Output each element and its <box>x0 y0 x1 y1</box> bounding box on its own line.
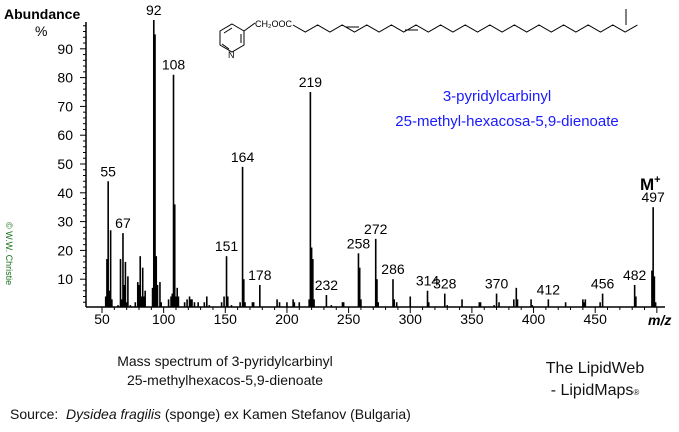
ester-group-label: CH₂OOC <box>255 19 292 29</box>
compound-name-line1: 3-pyridylcarbinyl <box>443 88 551 105</box>
source-line: Source: Dysidea fragilis (sponge) ex Kam… <box>10 405 411 424</box>
peak-label-164: 164 <box>231 149 255 165</box>
axes: 10 20 30 40 50 60 70 80 90 50 100 150 200 250 300 350 40… <box>57 22 665 327</box>
caption-line2: 25-methylhexacos-5,9-dienoate <box>126 372 324 388</box>
source-prefix: Source: <box>10 406 67 422</box>
y-tick-label: 70 <box>57 98 73 114</box>
y-axis-unit: % <box>35 23 47 39</box>
peak-label-328: 328 <box>433 276 457 292</box>
y-tick-label: 80 <box>57 70 73 86</box>
source-species: Dysidea fragilis <box>66 406 161 422</box>
peak-label-456: 456 <box>591 276 615 292</box>
peak-label-92: 92 <box>146 2 162 18</box>
y-tick-label: 10 <box>57 271 73 287</box>
fatty-acid-chain <box>292 24 638 33</box>
peak-label-258: 258 <box>347 235 371 251</box>
x-tick-label: 150 <box>214 311 238 327</box>
y-tick-label: 20 <box>57 242 73 258</box>
peak-label-67: 67 <box>115 215 131 231</box>
copyright-text: © W.W. Christie <box>4 222 14 285</box>
caption: Mass spectrum of 3-pyridylcarbinyl 25-me… <box>100 352 350 390</box>
registered-mark: ® <box>633 388 640 397</box>
peak-label-55: 55 <box>100 163 116 179</box>
peak-label-232: 232 <box>315 277 339 293</box>
x-tick-label: 200 <box>275 311 299 327</box>
peak-label-412: 412 <box>537 281 561 297</box>
x-tick-label: 350 <box>460 311 484 327</box>
branding-line2: - LipidMaps® <box>535 380 655 404</box>
compound-name-line2: 25-methyl-hexacosa-5,9-dienoate <box>395 113 618 130</box>
y-tick-label: 40 <box>57 185 73 201</box>
x-tick-label: 250 <box>337 311 361 327</box>
x-tick-label: 300 <box>399 311 423 327</box>
peak-label-314: 314 <box>416 273 440 289</box>
x-tick-label: 100 <box>152 311 176 327</box>
y-axis-title: Abundance <box>4 6 80 22</box>
peak-label-497: 497 <box>641 189 665 205</box>
branding: The LipidWeb - LipidMaps® <box>535 358 655 404</box>
y-tick-label: 90 <box>57 41 73 57</box>
peak-label-151: 151 <box>215 238 239 254</box>
x-tick-label: 450 <box>584 311 608 327</box>
x-tick-label: 50 <box>94 311 110 327</box>
branding-line1: The LipidWeb <box>545 360 645 377</box>
peak-label-219: 219 <box>299 74 323 90</box>
peaks <box>104 20 657 307</box>
peak-label-108: 108 <box>162 57 186 73</box>
peak-label-178: 178 <box>248 267 272 283</box>
x-tick-label: 400 <box>522 311 546 327</box>
peak-label-286: 286 <box>381 261 405 277</box>
x-axis-title: m/z <box>648 312 671 328</box>
y-tick-label: 30 <box>57 214 73 230</box>
peak-label-482: 482 <box>623 267 647 283</box>
peak-label-272: 272 <box>364 221 388 237</box>
y-tick-label: 60 <box>57 127 73 143</box>
caption-line1: Mass spectrum of 3-pyridylcarbinyl <box>117 353 333 369</box>
peak-label-370: 370 <box>485 276 509 292</box>
ring-nitrogen-label: N <box>228 50 235 60</box>
molecular-ion-label: M+ <box>640 174 661 194</box>
y-tick-label: 50 <box>57 156 73 172</box>
branding-line2-text: - LipidMaps <box>550 382 634 399</box>
chemical-structure <box>219 9 638 53</box>
source-suffix: (sponge) ex Kamen Stefanov (Bulgaria) <box>160 406 411 422</box>
